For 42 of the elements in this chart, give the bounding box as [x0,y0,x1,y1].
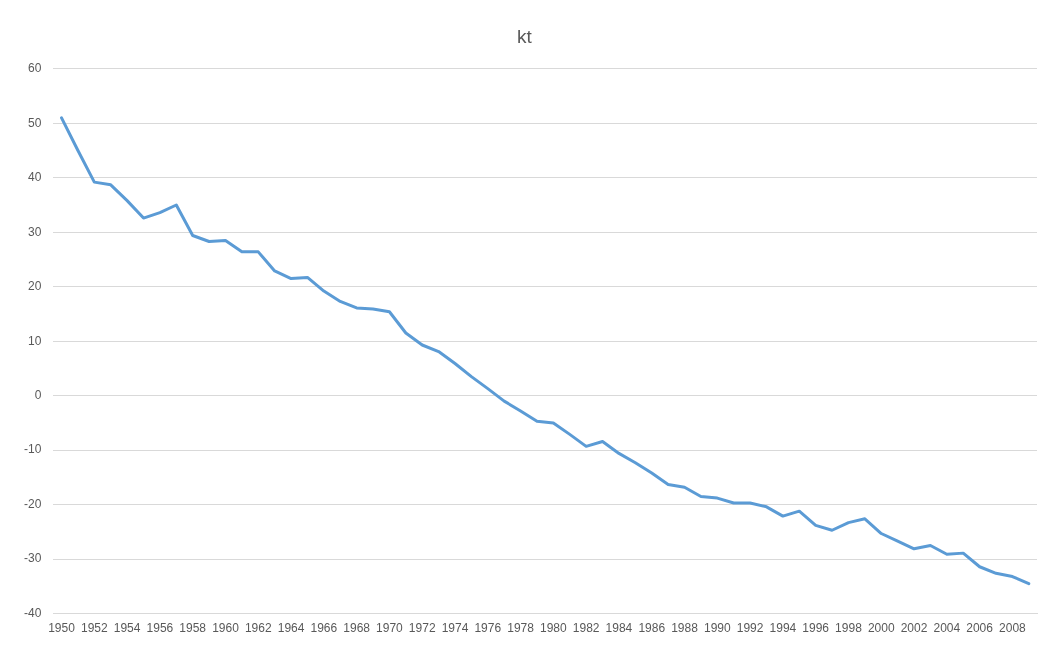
x-tick-label: 1994 [769,621,797,636]
x-tick-label: 1986 [638,621,666,636]
x-tick-label: 1950 [48,621,76,636]
x-tick-label: 2000 [867,621,895,636]
y-tick-label: -10 [24,442,42,457]
x-tick-label: 1972 [408,621,436,636]
x-tick-label: 1976 [474,621,502,636]
x-tick-label: 1964 [277,621,305,636]
x-tick-label: 1954 [113,621,141,636]
x-tick-label: 2002 [900,621,928,636]
x-tick-label: 1968 [343,621,371,636]
y-tick-label: 60 [27,61,42,76]
x-tick-label: 1966 [310,621,338,636]
x-tick-label: 1978 [507,621,535,636]
x-tick-label: 1982 [572,621,600,636]
x-tick-label: 1984 [605,621,633,636]
x-tick-label: 1958 [179,621,207,636]
x-tick-label: 1998 [835,621,863,636]
chart-title: kt [517,25,533,47]
y-tick-label: 30 [27,224,42,239]
x-tick-label: 1974 [441,621,469,636]
y-tick-label: 40 [27,170,42,185]
y-tick-label: 0 [34,387,42,402]
x-tick-label: 1956 [146,621,174,636]
x-tick-label: 1988 [671,621,699,636]
x-tick-label: 1962 [244,621,272,636]
y-tick-label: -40 [24,605,42,620]
y-tick-label: -20 [24,496,42,511]
x-tick-label: 1990 [703,621,731,636]
x-tick-label: 1970 [376,621,404,636]
x-tick-label: 1960 [212,621,240,636]
x-tick-label: 2004 [933,621,961,636]
y-tick-label: 10 [27,333,42,348]
y-tick-label: 50 [27,115,42,130]
x-tick-label: 2006 [966,621,994,636]
x-tick-label: 1952 [80,621,108,636]
y-tick-label: -30 [24,551,42,566]
x-tick-label: 1996 [802,621,830,636]
x-tick-label: 1992 [736,621,764,636]
x-tick-label: 1980 [540,621,568,636]
x-tick-label: 2008 [999,621,1027,636]
y-tick-label: 20 [27,279,42,294]
